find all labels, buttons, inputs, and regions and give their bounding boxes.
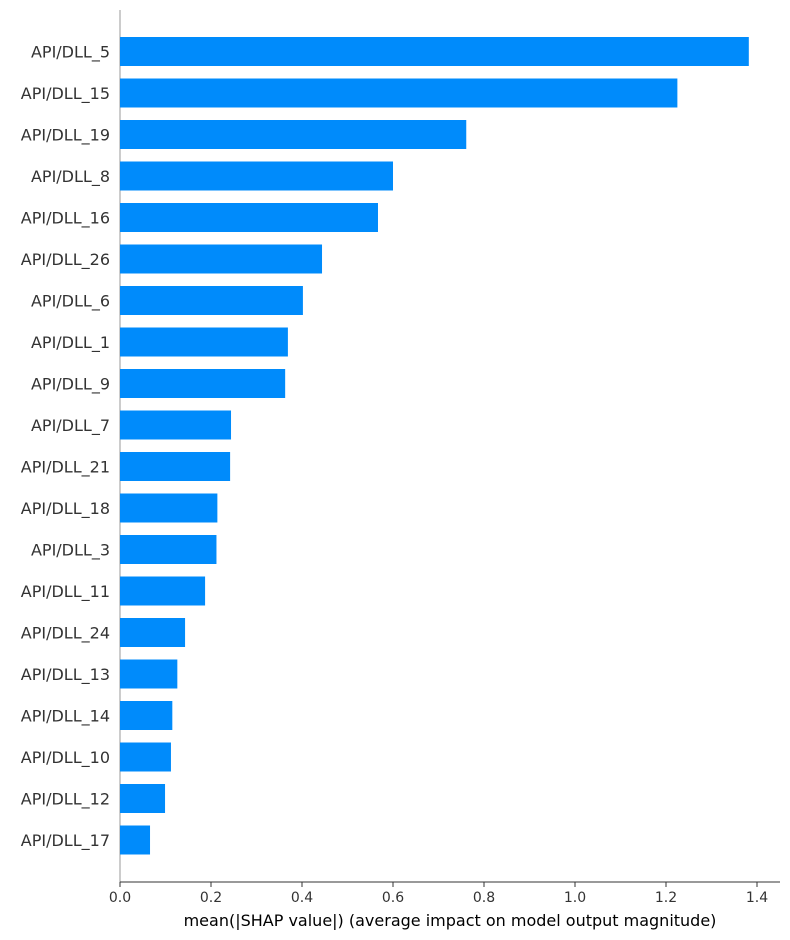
category-label: API/DLL_16 (21, 209, 110, 229)
category-label: API/DLL_9 (31, 375, 110, 395)
category-label: API/DLL_18 (21, 499, 110, 519)
bar-api-dll-11 (120, 576, 206, 606)
bar-api-dll-15 (120, 78, 678, 108)
bar-api-dll-16 (120, 203, 378, 232)
bar-api-dll-18 (120, 493, 218, 523)
bar-api-dll-6 (120, 286, 303, 315)
bar-api-dll-3 (120, 535, 217, 564)
category-label: API/DLL_6 (31, 292, 110, 312)
x-axis-title: mean(|SHAP value|) (average impact on mo… (184, 911, 717, 930)
bar-api-dll-21 (120, 452, 231, 481)
category-label: API/DLL_5 (31, 43, 110, 63)
bar-api-dll-10 (120, 742, 171, 772)
x-tick-label: 0.0 (109, 890, 131, 906)
category-label: API/DLL_17 (21, 831, 110, 851)
bar-api-dll-17 (120, 825, 151, 855)
bar-api-dll-7 (120, 410, 232, 440)
x-tick-label: 1.4 (746, 890, 768, 906)
bar-api-dll-26 (120, 244, 323, 274)
x-tick-label: 0.4 (291, 890, 313, 906)
category-label: API/DLL_1 (31, 333, 110, 353)
bar-api-dll-9 (120, 369, 286, 398)
category-label: API/DLL_10 (21, 748, 110, 768)
bar-api-dll-8 (120, 161, 393, 191)
category-label: API/DLL_15 (21, 84, 110, 104)
category-label: API/DLL_11 (21, 582, 110, 602)
category-label: API/DLL_21 (21, 458, 110, 478)
x-tick-label: 0.8 (473, 890, 495, 906)
category-label: API/DLL_24 (21, 624, 110, 644)
x-tick-label: 1.0 (564, 890, 586, 906)
category-label: API/DLL_12 (21, 790, 110, 810)
x-tick-label: 0.2 (200, 890, 222, 906)
category-label: API/DLL_19 (21, 126, 110, 146)
bar-api-dll-14 (120, 701, 173, 730)
bar-api-dll-13 (120, 659, 178, 689)
category-label: API/DLL_8 (31, 167, 110, 187)
bar-api-dll-24 (120, 618, 186, 647)
x-tick-label: 1.2 (655, 890, 677, 906)
category-label: API/DLL_3 (31, 541, 110, 561)
category-label: API/DLL_14 (21, 707, 110, 727)
bar-api-dll-5 (120, 37, 749, 66)
category-label: API/DLL_26 (21, 250, 110, 270)
x-tick-label: 0.6 (382, 890, 404, 906)
bar-api-dll-12 (120, 784, 166, 813)
bar-api-dll-1 (120, 327, 288, 357)
bar-api-dll-19 (120, 120, 467, 149)
category-label: API/DLL_13 (21, 665, 110, 685)
category-label: API/DLL_7 (31, 416, 110, 436)
